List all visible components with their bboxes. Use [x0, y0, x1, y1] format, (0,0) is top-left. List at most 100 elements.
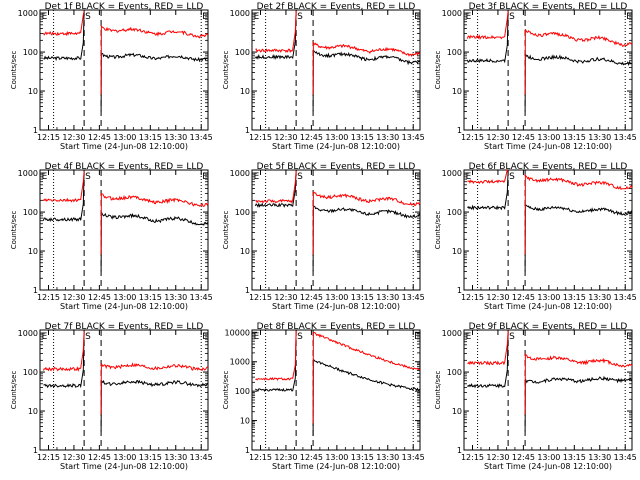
x-tick-label: 13:30 — [164, 453, 187, 462]
y-tick-label: 10 — [28, 247, 38, 256]
marker-s: S — [85, 12, 91, 22]
x-axis-label: Start Time (24-Jun-08 12:10:00) — [60, 142, 188, 151]
x-tick-label: 12:30 — [486, 293, 509, 302]
marker-e-left: E — [42, 12, 48, 22]
x-tick-label: 13:45 — [614, 453, 637, 462]
x-tick-label: 13:45 — [614, 293, 637, 302]
x-tick-label: 12:15 — [249, 293, 272, 302]
lld-series-line-seg1 — [42, 330, 85, 372]
marker-e-right: E — [626, 12, 632, 22]
plot-frame — [39, 329, 209, 451]
marker-s: S — [509, 172, 515, 182]
y-axis-label: Counts/sec — [434, 51, 442, 90]
events-series-line-seg1 — [254, 10, 297, 60]
y-tick-label: 1 — [245, 286, 250, 295]
x-tick-label: 13:15 — [139, 453, 162, 462]
x-tick-label: 13:00 — [537, 133, 560, 142]
y-tick-label: 1 — [33, 126, 38, 135]
events-series-line-seg2 — [100, 379, 209, 432]
marker-e-right: E — [414, 332, 420, 342]
x-tick-label: 12:45 — [512, 293, 535, 302]
panel-det-7: Det 7f BLACK = Events, RED = LLD 1 10 100 10… — [10, 322, 213, 471]
marker-e-right: E — [626, 332, 632, 342]
marker-e-right: E — [202, 172, 208, 182]
events-series-line-seg1 — [254, 170, 297, 208]
x-tick-label: 12:45 — [512, 133, 535, 142]
events-series-line-seg1 — [42, 170, 85, 223]
x-tick-label: 12:15 — [461, 293, 484, 302]
panel-title: Det 3f BLACK = Events, RED = LLD — [469, 2, 628, 12]
x-tick-label: 12:45 — [300, 453, 323, 462]
marker-e-right: E — [626, 172, 632, 182]
x-tick-label: 13:30 — [376, 133, 399, 142]
x-tick-label: 13:15 — [351, 293, 374, 302]
x-tick-label: 13:00 — [113, 133, 136, 142]
y-tick-label: 1 — [457, 126, 462, 135]
events-series-line-seg2 — [312, 357, 421, 437]
y-tick-label: 1 — [457, 446, 462, 455]
marker-s: S — [297, 332, 303, 342]
panel-det-4: Det 4f BLACK = Events, RED = LLD 1 10 100 10… — [10, 162, 213, 311]
x-axis-label: Start Time (24-Jun-08 12:10:00) — [272, 302, 400, 311]
x-tick-label: 12:15 — [37, 293, 60, 302]
x-tick-label: 12:30 — [62, 453, 85, 462]
plot-frame — [251, 329, 421, 451]
marker-e-right: E — [414, 12, 420, 22]
marker-e-left: E — [42, 332, 48, 342]
y-tick-label: 1000 — [18, 9, 38, 18]
lld-series-line-seg2 — [524, 353, 633, 415]
x-tick-label: 12:45 — [512, 453, 535, 462]
events-series-line-seg2 — [100, 211, 209, 272]
y-tick-label: 10 — [240, 417, 250, 426]
y-tick-label: 1000 — [18, 169, 38, 178]
x-tick-label: 13:45 — [402, 133, 425, 142]
events-series-line-seg2 — [312, 205, 421, 272]
y-tick-label: 100 — [447, 208, 462, 217]
y-tick-label: 1000 — [230, 9, 250, 18]
x-tick-label: 13:30 — [164, 293, 187, 302]
y-tick-label: 10 — [240, 247, 250, 256]
marker-e-left: E — [466, 12, 472, 22]
x-axis-label: Start Time (24-Jun-08 12:10:00) — [272, 462, 400, 471]
x-tick-label: 12:15 — [461, 453, 484, 462]
y-tick-label: 1000 — [230, 358, 250, 367]
x-axis-label: Start Time (24-Jun-08 12:10:00) — [272, 142, 400, 151]
x-axis-label: Start Time (24-Jun-08 12:10:00) — [484, 142, 612, 151]
y-axis-label: Counts/sec — [222, 211, 230, 250]
x-tick-label: 12:15 — [37, 453, 60, 462]
x-tick-label: 12:45 — [88, 293, 111, 302]
lld-series-line-seg2 — [312, 190, 421, 255]
marker-e-left: E — [254, 332, 260, 342]
y-tick-label: 1000 — [230, 169, 250, 178]
lld-series-line-seg2 — [100, 25, 209, 95]
x-tick-label: 13:00 — [113, 453, 136, 462]
x-tick-label: 12:15 — [37, 133, 60, 142]
x-tick-label: 12:30 — [274, 293, 297, 302]
y-axis-label: Counts/sec — [222, 51, 230, 90]
marker-s: S — [297, 12, 303, 22]
panel-title: Det 4f BLACK = Events, RED = LLD — [45, 162, 204, 172]
lld-series-line-seg2 — [524, 28, 633, 95]
x-tick-label: 13:30 — [376, 293, 399, 302]
y-axis-label: Counts/sec — [10, 51, 18, 90]
x-tick-label: 13:30 — [376, 453, 399, 462]
x-tick-label: 13:00 — [537, 453, 560, 462]
y-tick-label: 1000 — [442, 329, 462, 338]
lld-series-line-seg2 — [312, 40, 421, 95]
x-tick-label: 13:00 — [325, 453, 348, 462]
y-tick-label: 1 — [33, 446, 38, 455]
lld-series-line-seg1 — [42, 10, 85, 37]
x-tick-label: 13:15 — [563, 293, 586, 302]
events-series-line-seg1 — [255, 330, 297, 393]
y-tick-label: 100 — [23, 368, 38, 377]
x-tick-label: 13:15 — [139, 293, 162, 302]
lld-series-line-seg1 — [42, 170, 85, 203]
lld-series-line-seg1 — [255, 170, 297, 204]
y-tick-label: 100 — [447, 48, 462, 57]
y-tick-label: 100 — [23, 48, 38, 57]
x-tick-label: 12:15 — [249, 133, 272, 142]
lld-series-line-seg1 — [255, 330, 297, 381]
lld-series-line-seg2 — [100, 192, 209, 255]
x-tick-label: 13:30 — [164, 133, 187, 142]
